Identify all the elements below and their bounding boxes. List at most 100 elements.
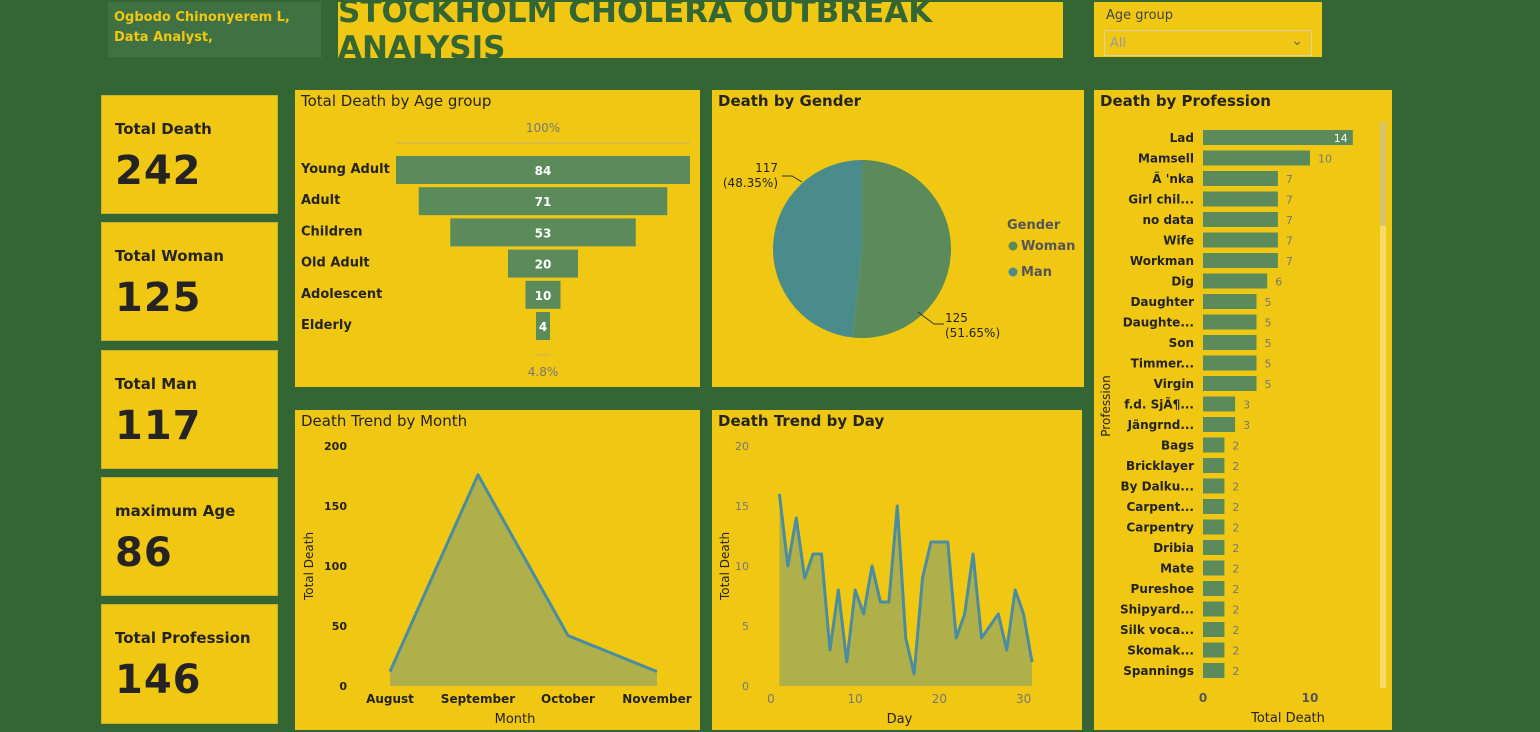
funnel-value-label: 10 [535, 289, 552, 303]
x-tick-label: November [622, 692, 691, 706]
profession-bar [1203, 478, 1225, 494]
bar-value-label: 7 [1286, 255, 1293, 268]
bar-category-label: Skomak... [1127, 644, 1194, 658]
slicer-value: All [1110, 36, 1127, 51]
series-line [777, 493, 1034, 676]
bar-value-label: 2 [1232, 645, 1239, 658]
panel-gender-pie: Death by Gender 125 (51.65%) 117 (48.35%) Ge… [712, 90, 1084, 387]
x-tick-label: 10 [1302, 691, 1319, 705]
y-tick-label: 50 [332, 620, 348, 633]
bar-category-label: Silk voca... [1120, 623, 1194, 637]
legend-label: Woman [1021, 239, 1075, 254]
profession-bar [1203, 499, 1225, 514]
bar-value-label: 10 [1318, 153, 1332, 166]
card-label: Total Woman [115, 247, 224, 265]
profession-bar [1203, 232, 1278, 248]
funnel-bar [525, 280, 561, 309]
bar-value-label: 5 [1265, 337, 1272, 350]
bar-value-label: 3 [1243, 399, 1250, 412]
card-total-death: Total Death 242 [101, 95, 278, 214]
day-area-chart: 0 5 10 15 20 Day Total Death 0 10 20 30 [718, 440, 1034, 727]
legend-marker [1008, 241, 1018, 251]
x-tick-label: 30 [1016, 692, 1031, 706]
age-group-slicer[interactable]: Age group All ⌄ [1094, 2, 1322, 57]
scrollbar-track[interactable] [1380, 122, 1386, 688]
author-role: Data Analyst, [114, 30, 213, 45]
funnel-category-label: Old Adult [301, 256, 370, 271]
profession-bar [1203, 273, 1268, 289]
chart-title: Death Trend by Day [718, 412, 885, 430]
bar-value-label: 2 [1232, 460, 1239, 473]
author-name: Ogbodo Chinonyerem L, [114, 10, 290, 25]
y-tick-label: 200 [324, 440, 347, 453]
bar-value-label: 2 [1232, 583, 1239, 596]
bar-value-label: 6 [1275, 276, 1282, 289]
funnel-category-label: Elderly [301, 318, 352, 333]
x-axis-label: Month [495, 712, 536, 727]
funnel-value-label: 20 [535, 258, 552, 272]
bar-category-label: Wife [1163, 234, 1194, 248]
pie-chart: 125(51.65%) 117(48.35%) Gender Woman Man [723, 160, 1075, 340]
profession-bar [1203, 294, 1257, 309]
bar-category-label: Dig [1171, 275, 1194, 289]
bar-value-label: 2 [1232, 522, 1239, 535]
card-total-man: Total Man 117 [101, 350, 278, 469]
slicer-dropdown[interactable]: All ⌄ [1104, 30, 1312, 56]
pie-leader-line [917, 311, 944, 325]
pie-slice [852, 160, 951, 338]
bar-category-label: Son [1169, 336, 1194, 350]
card-total-profession: Total Profession 146 [101, 604, 278, 724]
profession-bar [1203, 622, 1225, 637]
bar-category-label: Dribia [1153, 541, 1194, 555]
profession-bar [1203, 314, 1257, 330]
profession-bar [1203, 437, 1225, 453]
bar-value-label: 5 [1265, 317, 1272, 330]
profession-bar [1203, 581, 1225, 596]
funnel-bar [450, 218, 636, 247]
chart-title: Death by Gender [718, 92, 862, 110]
bar-category-label: Lad [1170, 131, 1194, 145]
bar-value-label: 2 [1232, 542, 1239, 555]
card-label: Total Man [115, 375, 197, 393]
y-tick-label: 15 [735, 500, 749, 513]
y-tick-label: 150 [324, 500, 347, 513]
y-tick-label: 100 [324, 560, 347, 573]
funnel-category-label: Children [301, 224, 363, 239]
funnel-category-label: Adult [301, 193, 340, 208]
legend-title: Gender [1007, 218, 1061, 233]
panel-profession-bar: Death by Profession Lad 14 Mamsell 10 Ã 'nka… [1094, 90, 1392, 730]
y-tick-label: 10 [735, 560, 749, 573]
scrollbar-thumb[interactable] [1380, 122, 1386, 226]
profession-bar [1203, 253, 1278, 268]
y-tick-label: 5 [742, 620, 749, 633]
bar-category-label: Spannings [1123, 664, 1194, 678]
y-axis-label: Profession [1099, 375, 1113, 436]
chart-title: Total Death by Age group [301, 92, 492, 110]
bar-category-label: Daughter [1130, 295, 1194, 309]
bar-category-label: Pureshoe [1131, 582, 1194, 596]
bar-category-label: Mate [1160, 562, 1194, 576]
x-tick-label: 0 [1199, 691, 1207, 705]
profession-bar [1203, 560, 1225, 576]
bar-category-label: Workman [1130, 254, 1194, 268]
funnel-category-label: Young Adult [300, 162, 390, 177]
profession-bar [1203, 191, 1278, 207]
bar-value-label: 5 [1265, 378, 1272, 391]
panel-month-trend: Death Trend by Month 0 50 100 150 200 Month To… [295, 410, 700, 730]
profession-bar [1203, 130, 1353, 145]
bar-category-label: By Dalku... [1120, 480, 1194, 494]
bar-category-label: Shipyard... [1120, 603, 1194, 617]
pie-label-pct: (48.35%) [723, 176, 778, 190]
bar-category-label: Mamsell [1138, 152, 1194, 166]
chevron-down-icon[interactable]: ⌄ [1291, 33, 1303, 49]
y-tick-label: 0 [742, 680, 749, 693]
card-value: 117 [115, 403, 202, 449]
card-value: 125 [115, 275, 202, 321]
funnel-bar [508, 249, 578, 278]
x-axis-label: Day [887, 712, 913, 727]
bar-category-label: Carpentry [1126, 521, 1194, 535]
profession-bar [1203, 458, 1225, 473]
profession-bar [1203, 642, 1225, 658]
y-tick-label: 20 [735, 440, 749, 453]
pie-label-value: 117 [755, 161, 778, 175]
